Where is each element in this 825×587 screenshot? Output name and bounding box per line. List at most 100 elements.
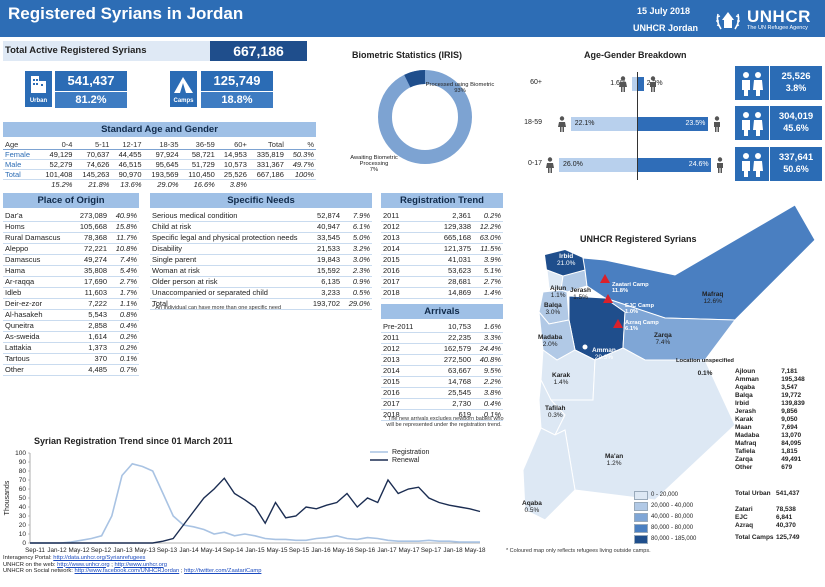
governorate-name: Jerash bbox=[735, 407, 756, 415]
x-tick-label: Jan-18 bbox=[443, 547, 463, 554]
governorate-value: 1,815 bbox=[781, 447, 798, 455]
map-label-ajlun: Ajlun 1.1% bbox=[550, 285, 566, 299]
header-bar: Registered Syrians in Jordan 15 July 201… bbox=[0, 0, 825, 37]
trend-label: 2015 bbox=[381, 254, 418, 266]
age-group-icon-tile bbox=[735, 147, 769, 181]
origin-value: 78,368 bbox=[72, 232, 109, 244]
web-link-2[interactable]: http://www.unhcr.org bbox=[114, 561, 168, 568]
governorate-row: Other 679 bbox=[734, 463, 822, 471]
x-tick-label: Sep-15 bbox=[289, 547, 310, 554]
x-tick-label: Jan-14 bbox=[179, 547, 199, 554]
arrival-value: 25,545 bbox=[429, 387, 473, 399]
total-registered-bar: Total Active Registered Syrians 667,186 bbox=[3, 41, 307, 61]
origin-label: Hama bbox=[3, 265, 73, 277]
map-region-name: Karak bbox=[552, 372, 571, 379]
camps-pct: 18.8% bbox=[201, 92, 273, 108]
need-label: Serious medical condition bbox=[150, 210, 309, 222]
origin-label: Other bbox=[3, 364, 73, 376]
needs-table: Serious medical condition 52,874 7.9% Child… bbox=[150, 210, 372, 310]
arrival-label: 2011 bbox=[381, 332, 430, 344]
trend-pct: 11.5% bbox=[473, 243, 503, 255]
need-row: Child at risk 40,947 6.1% bbox=[150, 221, 372, 233]
arrival-label: 2017 bbox=[381, 398, 430, 410]
x-tick-label: May-16 bbox=[333, 547, 354, 554]
trend-row: 2013 665,168 63.0% bbox=[381, 232, 503, 244]
age-cell: 90,970 bbox=[118, 170, 142, 179]
age-group-total-pct: 45.6% bbox=[783, 123, 809, 133]
female-person-icon bbox=[619, 76, 628, 92]
need-row: Serious medical condition 52,874 7.9% bbox=[150, 210, 372, 222]
need-pct: 2.3% bbox=[342, 265, 372, 277]
trend-row: 2014 121,375 11.5% bbox=[381, 243, 503, 255]
renewal-series-line bbox=[30, 477, 481, 544]
age-group-total: 337,641 bbox=[778, 152, 814, 163]
trend-value: 129,338 bbox=[417, 221, 473, 233]
origin-label: Tartous bbox=[3, 353, 73, 365]
age-header-cell: 36-59 bbox=[180, 140, 217, 150]
origin-value: 17,690 bbox=[72, 276, 109, 288]
age-cell: 13.6% bbox=[120, 180, 142, 189]
portal-link[interactable]: http://data.unhcr.org/Syrianrefugees bbox=[53, 555, 146, 561]
map-region-name: Amman bbox=[592, 347, 616, 354]
camp-name: EJC Camp bbox=[625, 303, 654, 309]
facebook-link[interactable]: http://www.facebook.com/UNHCRJordan bbox=[74, 568, 180, 574]
chart-title: Syrian Registration Trend since 01 March… bbox=[34, 436, 233, 446]
age-row: 15.2% 21.8% 13.6% 29.0% 16.6% 3.8% bbox=[3, 180, 316, 190]
camp-label: Zaatari Camp 11.8% bbox=[612, 282, 649, 294]
origin-value: 49,274 bbox=[72, 254, 109, 266]
map-region-name: Zarqa bbox=[654, 332, 672, 339]
twitter-link[interactable]: http://twitter.com/ZaatariCamp bbox=[184, 568, 262, 574]
web-link[interactable]: http://www.unhcr.org bbox=[57, 561, 110, 568]
need-label: Woman at risk bbox=[150, 265, 309, 277]
governorate-name: Other bbox=[735, 463, 753, 471]
total-label: Total Active Registered Syrians bbox=[5, 45, 147, 56]
arrival-pct: 3.8% bbox=[473, 387, 503, 399]
age-row: Total 101,408 145,263 90,970 193,569 110,450 2… bbox=[3, 170, 316, 180]
map-region-name: Ajlun bbox=[550, 285, 567, 292]
governorate-name: Aqaba bbox=[735, 383, 755, 391]
age-cell bbox=[286, 180, 316, 190]
y-tick-label: 40 bbox=[19, 504, 27, 511]
governorate-row: Maan 7,694 bbox=[734, 423, 822, 431]
governorate-row: Tafiela 1,815 bbox=[734, 447, 822, 455]
camps-value: 125,749 bbox=[201, 71, 273, 91]
governorate-name: Balqa bbox=[735, 391, 753, 399]
age-header-cell: Total bbox=[248, 140, 286, 150]
governorate-value: 9,856 bbox=[781, 407, 798, 415]
age-cell: 10,573 bbox=[223, 160, 247, 169]
azraq-camp-icon bbox=[613, 319, 623, 328]
male-pct: 23.5% bbox=[685, 120, 706, 127]
arrival-pct: 2.2% bbox=[473, 376, 503, 388]
camps-tile bbox=[170, 71, 197, 107]
arrival-value: 22,235 bbox=[429, 332, 473, 344]
x-tick-label: Jan-15 bbox=[245, 547, 265, 554]
governorate-row: Zarqa 49,491 bbox=[734, 455, 822, 463]
origin-row: Deir-ez-zor 7,222 1.1% bbox=[3, 298, 139, 310]
need-pct: 0.5% bbox=[342, 287, 372, 299]
arrival-label: 2018 bbox=[381, 409, 430, 421]
total-urban-label: Total Urban bbox=[735, 490, 771, 497]
arrival-pct: 9.5% bbox=[473, 365, 503, 377]
trend-label: 2016 bbox=[381, 265, 418, 277]
origin-value: 273,089 bbox=[72, 210, 109, 222]
need-pct: 29.0% bbox=[342, 298, 372, 310]
origin-row: Homs 105,668 15.8% bbox=[3, 221, 139, 233]
arrival-value: 162,579 bbox=[429, 343, 473, 355]
map-label-madaba: Madaba 2.0% bbox=[538, 334, 562, 348]
age-cell: 95,645 bbox=[155, 160, 179, 169]
map-region-name: Jerash bbox=[570, 287, 591, 294]
map-region-name: Irbid bbox=[559, 253, 574, 260]
trend-value: 665,168 bbox=[417, 232, 473, 244]
camp-pct: 1.0% bbox=[625, 309, 639, 315]
map-label-zarqa: Zarqa 7.4% bbox=[654, 332, 672, 346]
arrival-row: 2016 25,545 3.8% bbox=[381, 387, 503, 399]
age-cell bbox=[3, 180, 37, 190]
age-cell: 145,263 bbox=[82, 170, 110, 179]
arrival-value: 272,500 bbox=[429, 354, 473, 366]
y-tick-label: 60 bbox=[19, 486, 27, 493]
need-pct: 6.1% bbox=[342, 221, 372, 233]
governorate-name: Irbid bbox=[735, 399, 750, 407]
age-cell: 667,186 bbox=[256, 170, 284, 179]
arrival-row: 2012 162,579 24.4% bbox=[381, 343, 503, 355]
jordan-map bbox=[522, 204, 816, 521]
